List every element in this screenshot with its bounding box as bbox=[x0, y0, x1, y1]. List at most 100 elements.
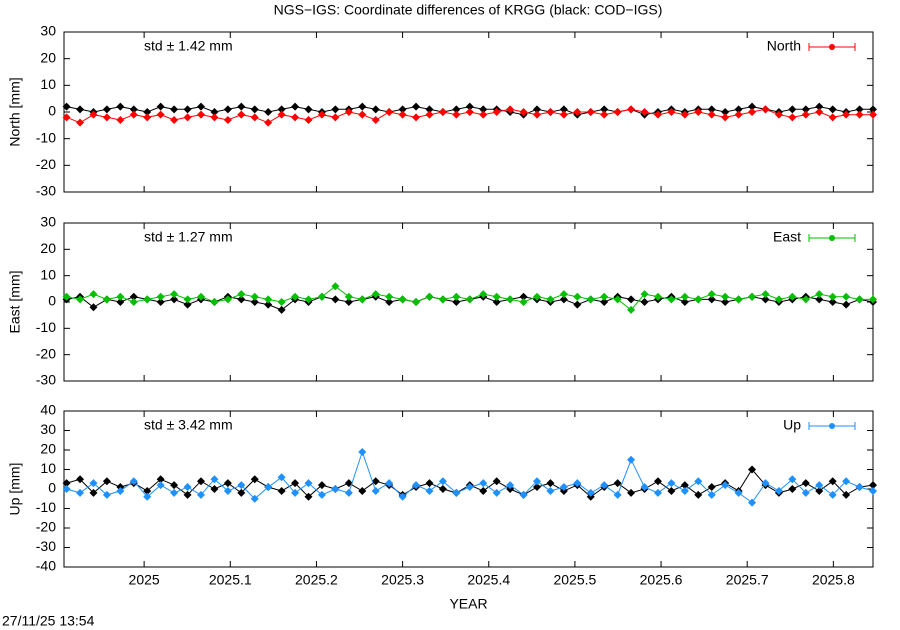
y-tick-label: -10 bbox=[36, 499, 56, 515]
x-tick-label: 2025.6 bbox=[640, 572, 683, 588]
data-point bbox=[828, 298, 837, 306]
data-point bbox=[250, 475, 259, 484]
data-point bbox=[398, 105, 407, 114]
data-point bbox=[385, 298, 394, 306]
data-point bbox=[559, 105, 568, 114]
data-point bbox=[304, 479, 313, 488]
data-point bbox=[640, 483, 649, 492]
data-point bbox=[855, 110, 864, 119]
data-point bbox=[371, 477, 380, 486]
data-point bbox=[264, 483, 273, 492]
data-point bbox=[842, 110, 851, 119]
y-tick-label: -20 bbox=[36, 345, 56, 361]
data-point bbox=[748, 102, 757, 111]
data-point bbox=[223, 116, 232, 124]
data-point bbox=[291, 488, 300, 497]
data-point bbox=[62, 102, 71, 111]
data-point bbox=[815, 290, 824, 299]
y-tick-label: 30 bbox=[40, 421, 56, 437]
data-point bbox=[210, 113, 219, 122]
data-point bbox=[264, 118, 273, 127]
data-point bbox=[855, 105, 864, 114]
data-point bbox=[156, 298, 165, 306]
data-point bbox=[640, 108, 649, 116]
data-point bbox=[210, 475, 219, 484]
data-point bbox=[371, 486, 380, 495]
x-tick-label: 2025.4 bbox=[467, 572, 510, 588]
data-point bbox=[250, 298, 259, 306]
y-tick-label: 10 bbox=[40, 266, 56, 282]
data-point bbox=[170, 105, 179, 114]
data-point bbox=[196, 110, 205, 119]
data-point bbox=[398, 110, 407, 119]
data-point bbox=[842, 292, 851, 301]
y-tick-label: 30 bbox=[40, 23, 56, 39]
x-tick-label: 2025.8 bbox=[812, 572, 855, 588]
timestamp: 27/11/25 13:54 bbox=[2, 613, 95, 629]
x-tick-label: 2025.1 bbox=[209, 572, 252, 588]
data-point bbox=[586, 108, 595, 116]
data-point bbox=[277, 298, 286, 306]
y-tick-label: 20 bbox=[40, 49, 56, 65]
data-point bbox=[143, 486, 152, 495]
data-point bbox=[264, 295, 273, 304]
data-point bbox=[707, 105, 716, 114]
data-point bbox=[425, 479, 434, 488]
data-point bbox=[694, 108, 703, 116]
data-point bbox=[748, 292, 757, 301]
annotation: std ± 1.42 mm bbox=[144, 38, 233, 54]
data-point bbox=[801, 110, 810, 119]
data-point bbox=[76, 118, 85, 127]
data-point bbox=[680, 110, 689, 119]
data-point bbox=[156, 481, 165, 490]
data-point bbox=[734, 295, 743, 304]
data-point bbox=[546, 486, 555, 495]
data-point bbox=[600, 481, 609, 490]
data-point bbox=[237, 295, 246, 304]
x-tick-label: 2025 bbox=[129, 572, 160, 588]
data-point bbox=[277, 105, 286, 114]
data-point bbox=[116, 486, 125, 495]
data-point bbox=[277, 305, 286, 314]
data-point bbox=[627, 455, 636, 464]
data-point bbox=[492, 108, 501, 116]
data-point bbox=[170, 481, 179, 490]
data-point bbox=[170, 290, 179, 299]
data-point bbox=[438, 108, 447, 116]
data-point bbox=[828, 105, 837, 114]
data-point bbox=[774, 110, 783, 119]
data-point bbox=[600, 298, 609, 306]
data-point bbox=[237, 102, 246, 111]
data-point bbox=[465, 295, 474, 304]
data-point bbox=[76, 475, 85, 484]
data-point bbox=[465, 102, 474, 111]
data-point bbox=[613, 295, 622, 304]
data-point bbox=[721, 292, 730, 301]
data-point bbox=[358, 295, 367, 304]
legend-marker bbox=[829, 235, 835, 241]
data-point bbox=[412, 113, 421, 122]
data-point bbox=[129, 477, 138, 486]
data-point bbox=[855, 295, 864, 304]
data-point bbox=[250, 105, 259, 114]
data-point bbox=[492, 477, 501, 486]
data-point bbox=[170, 488, 179, 497]
data-point bbox=[680, 481, 689, 490]
data-point bbox=[358, 110, 367, 119]
data-point bbox=[317, 490, 326, 499]
legend-label: East bbox=[773, 229, 801, 245]
data-point bbox=[398, 295, 407, 304]
data-point bbox=[559, 295, 568, 304]
data-point bbox=[707, 110, 716, 119]
data-point bbox=[385, 108, 394, 116]
data-point bbox=[667, 479, 676, 488]
data-point bbox=[291, 113, 300, 122]
data-point bbox=[317, 481, 326, 490]
data-point bbox=[237, 481, 246, 490]
legend-marker bbox=[829, 44, 835, 50]
data-point bbox=[250, 494, 259, 503]
data-point bbox=[438, 485, 447, 493]
y-tick-label: -10 bbox=[36, 129, 56, 145]
data-point bbox=[62, 479, 71, 488]
